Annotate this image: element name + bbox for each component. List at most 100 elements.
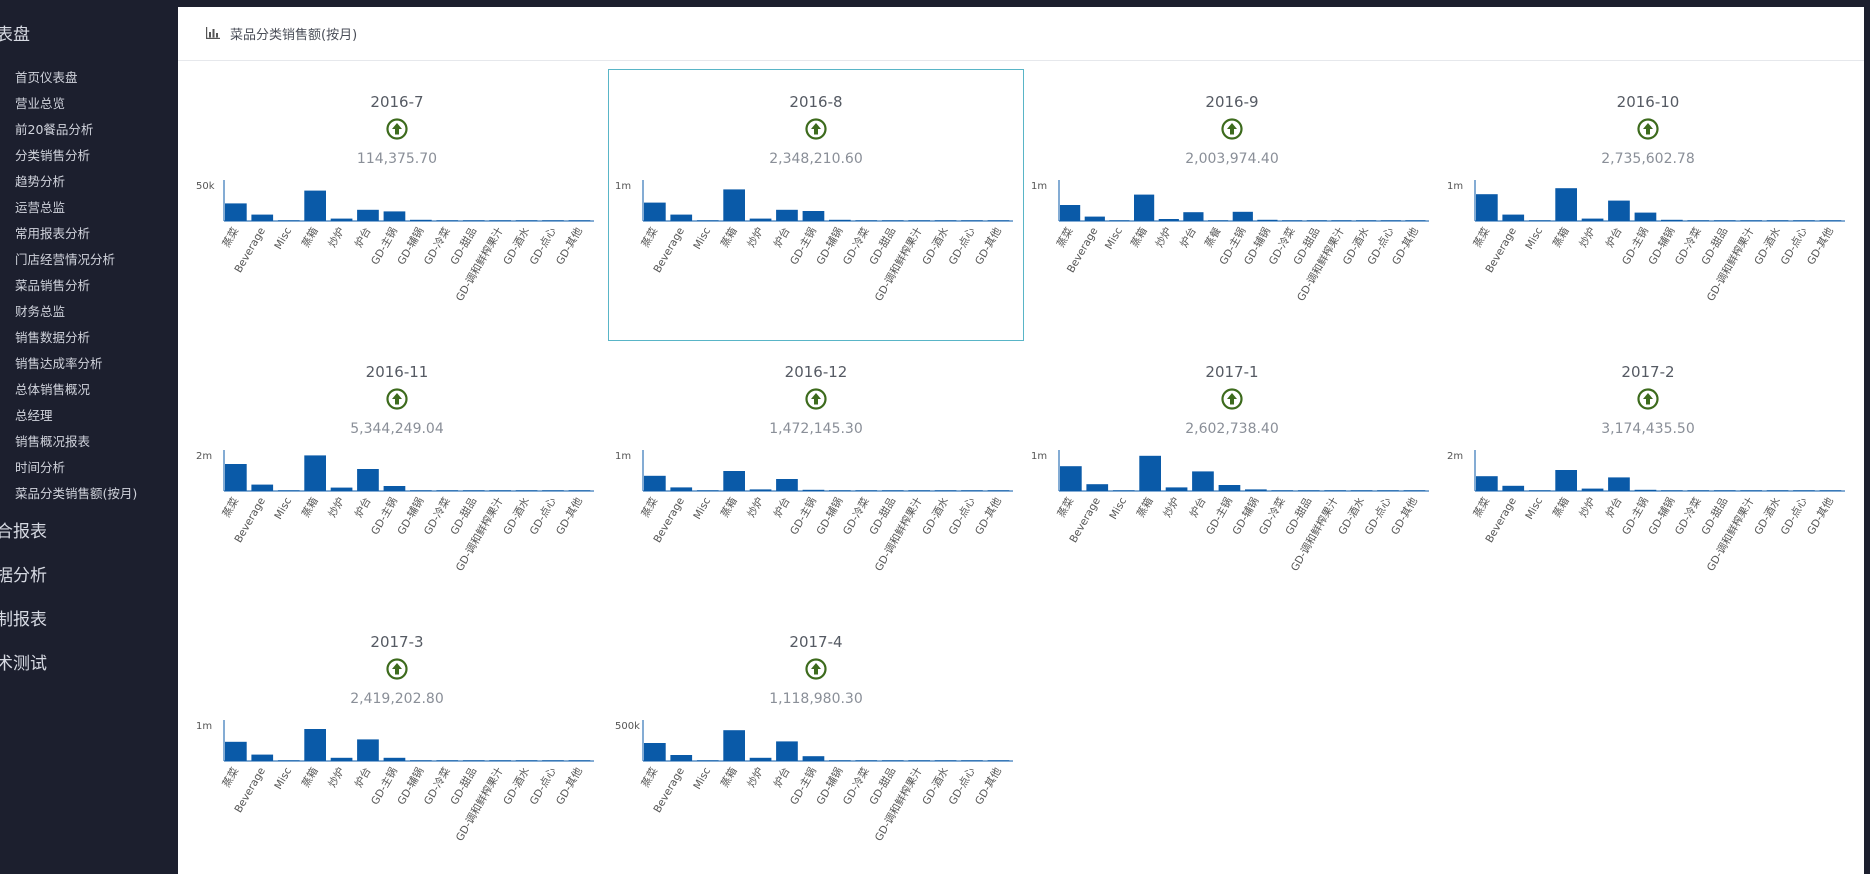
- chart-panel[interactable]: 2016-12 1,472,145.30 1m 蒸菜 Beverage Misc 蒸箱 炒炉炉…: [609, 340, 1023, 610]
- bar[interactable]: [1218, 485, 1241, 491]
- bar[interactable]: [251, 754, 274, 761]
- chart-panel[interactable]: 2016-9 2,003,974.40 1m 蒸菜 Beverage Misc 蒸箱 炒炉 炉台…: [1025, 70, 1439, 340]
- bar[interactable]: [542, 220, 564, 221]
- bar[interactable]: [1766, 220, 1789, 221]
- bar[interactable]: [489, 760, 511, 761]
- bar[interactable]: [934, 220, 957, 221]
- sidebar-item[interactable]: 销售数据分析: [15, 330, 91, 345]
- bar[interactable]: [410, 219, 432, 221]
- bar[interactable]: [1476, 476, 1498, 491]
- bar[interactable]: [1476, 194, 1498, 221]
- bar[interactable]: [251, 214, 274, 221]
- bar[interactable]: [383, 486, 406, 491]
- bar[interactable]: [1405, 220, 1426, 221]
- bar[interactable]: [383, 757, 406, 761]
- bar[interactable]: [1060, 466, 1082, 491]
- bar[interactable]: [568, 490, 591, 491]
- bar[interactable]: [1740, 220, 1762, 221]
- bar[interactable]: [330, 218, 353, 221]
- sidebar-item[interactable]: 首页仪表盘: [15, 70, 78, 85]
- bar[interactable]: [670, 487, 693, 491]
- sidebar-group[interactable]: 术测试: [0, 654, 47, 674]
- bar[interactable]: [1324, 490, 1346, 491]
- sidebar-item[interactable]: 时间分析: [15, 460, 66, 475]
- bar[interactable]: [410, 760, 432, 761]
- bar[interactable]: [357, 739, 379, 761]
- bar[interactable]: [1555, 470, 1577, 491]
- bar[interactable]: [515, 220, 538, 221]
- sidebar-group[interactable]: 制报表: [0, 610, 47, 630]
- bar[interactable]: [855, 760, 878, 761]
- bar[interactable]: [723, 730, 745, 761]
- bar[interactable]: [304, 190, 326, 221]
- bar[interactable]: [1608, 477, 1630, 491]
- bar[interactable]: [644, 475, 666, 491]
- bar[interactable]: [383, 211, 406, 221]
- bar[interactable]: [987, 490, 1010, 491]
- chart-panel[interactable]: 2017-3 2,419,202.80 1m 蒸菜 Beverage Misc 蒸箱 炒炉 炉台…: [190, 610, 604, 874]
- bar[interactable]: [934, 490, 957, 491]
- bar[interactable]: [802, 756, 825, 761]
- bar[interactable]: [357, 209, 379, 221]
- chart-panel[interactable]: 2017-2 3,174,435.50 2m 蒸菜 Beverage Misc 蒸箱 炒炉 炉台…: [1441, 340, 1855, 610]
- bar[interactable]: [670, 755, 693, 761]
- bar[interactable]: [515, 760, 538, 761]
- bar[interactable]: [1060, 205, 1081, 221]
- bar[interactable]: [436, 220, 459, 221]
- bar[interactable]: [1793, 490, 1815, 491]
- sidebar-item[interactable]: 总经理: [15, 408, 53, 423]
- sidebar-item[interactable]: 趋势分析: [15, 174, 66, 189]
- bar[interactable]: [1350, 490, 1373, 491]
- bar[interactable]: [225, 464, 247, 491]
- bar[interactable]: [1306, 220, 1327, 221]
- bar[interactable]: [304, 455, 326, 491]
- bar[interactable]: [1766, 490, 1789, 491]
- chart-panel[interactable]: 2017-4 1,118,980.30 500k 蒸菜 Beverage Misc 蒸箱 炒炉…: [609, 610, 1023, 874]
- bar[interactable]: [881, 220, 904, 221]
- bar[interactable]: [829, 760, 851, 761]
- bar[interactable]: [1139, 455, 1161, 491]
- bar[interactable]: [1377, 490, 1399, 491]
- sidebar-item[interactable]: 营业总览: [15, 96, 66, 111]
- bar[interactable]: [749, 218, 772, 221]
- bar[interactable]: [696, 760, 719, 761]
- bar[interactable]: [749, 757, 772, 761]
- bar[interactable]: [304, 729, 326, 761]
- bar[interactable]: [330, 757, 353, 761]
- bar[interactable]: [1634, 212, 1657, 221]
- bar[interactable]: [961, 490, 983, 491]
- bar[interactable]: [1208, 220, 1229, 221]
- bar[interactable]: [1403, 490, 1426, 491]
- bar[interactable]: [934, 760, 957, 761]
- bar[interactable]: [908, 490, 930, 491]
- bar[interactable]: [670, 214, 693, 221]
- sidebar-item[interactable]: 前20餐品分析: [15, 122, 94, 137]
- bar[interactable]: [881, 760, 904, 761]
- sidebar-item[interactable]: 总体销售概况: [15, 382, 91, 397]
- bar[interactable]: [277, 490, 300, 491]
- bar[interactable]: [1528, 220, 1551, 221]
- sidebar-item[interactable]: 销售概况报表: [15, 434, 91, 449]
- bar[interactable]: [1232, 211, 1253, 221]
- bar[interactable]: [987, 220, 1010, 221]
- bar[interactable]: [1740, 490, 1762, 491]
- bar[interactable]: [1282, 220, 1303, 221]
- sidebar-group[interactable]: 据分析: [0, 566, 47, 586]
- bar[interactable]: [749, 489, 772, 491]
- bar[interactable]: [1713, 490, 1736, 491]
- bar[interactable]: [489, 490, 511, 491]
- chart-panel[interactable]: 2016-11 5,344,249.04 2m 蒸菜 Beverage Misc 蒸箱 炒炉炉…: [190, 340, 604, 610]
- bar[interactable]: [462, 760, 485, 761]
- bar[interactable]: [1661, 490, 1683, 491]
- bar[interactable]: [1165, 487, 1188, 491]
- bar[interactable]: [568, 220, 591, 221]
- bar[interactable]: [1331, 220, 1352, 221]
- bar[interactable]: [802, 211, 825, 221]
- chart-panel[interactable]: 2016-8 2,348,210.60 1m 蒸菜 Beverage Misc 蒸箱 炒炉 炉台…: [608, 69, 1024, 341]
- bar[interactable]: [1271, 490, 1294, 491]
- bar[interactable]: [1084, 216, 1105, 221]
- bar[interactable]: [436, 760, 459, 761]
- bar[interactable]: [1819, 220, 1842, 221]
- bar[interactable]: [1112, 490, 1135, 491]
- bar[interactable]: [908, 760, 930, 761]
